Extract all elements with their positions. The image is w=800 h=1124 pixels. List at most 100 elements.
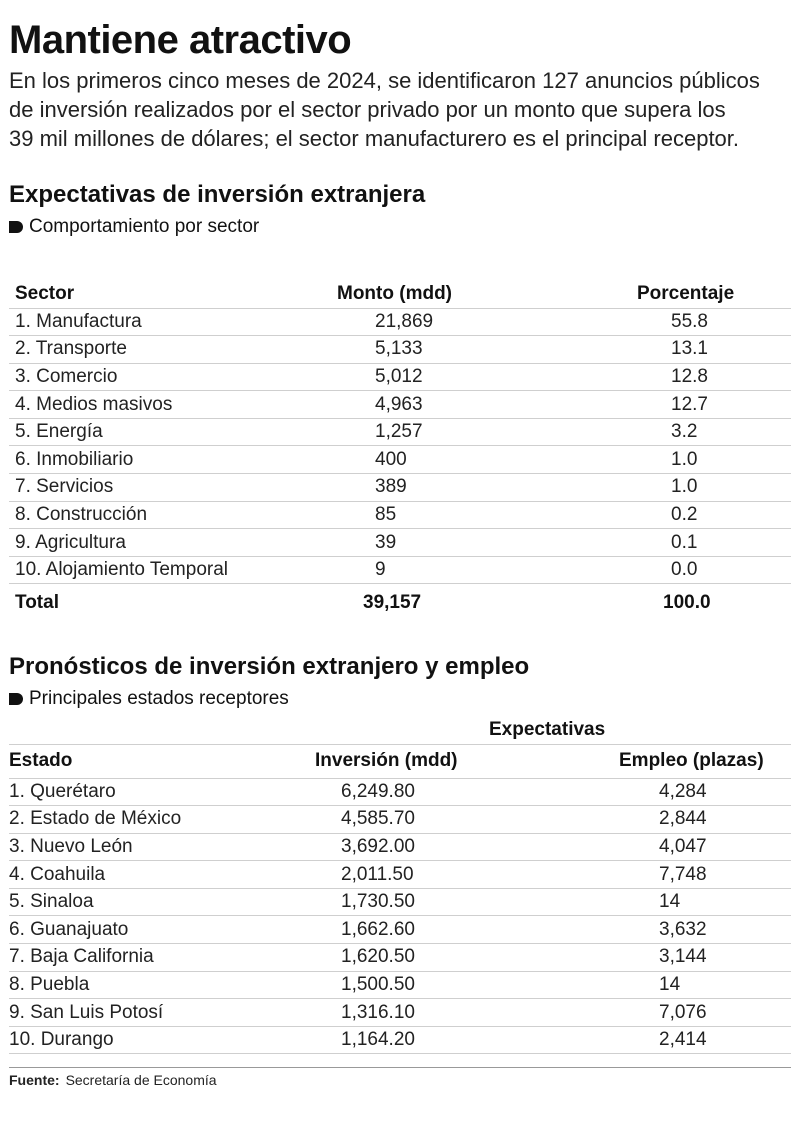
- state-name-cell: 7. Baja California: [9, 943, 259, 972]
- source-text: Secretaría de Economía: [65, 1072, 217, 1088]
- state-name-cell: 9. San Luis Potosí: [9, 998, 259, 1027]
- employment-cell: 2,414: [549, 1026, 791, 1055]
- investment-cell: 3,692.00: [259, 833, 549, 862]
- percent-cell: 1.0: [549, 473, 791, 502]
- group-header: Expectativas: [259, 716, 791, 745]
- employment-cell: 7,748: [549, 860, 791, 889]
- table-row: 9. San Luis Potosí 1,316.10 7,076: [9, 998, 791, 1027]
- column-header: Porcentaje: [549, 280, 791, 309]
- table-row: 8. Construcción 85 0.2: [9, 501, 791, 530]
- table-row: 2. Estado de México 4,585.70 2,844: [9, 805, 791, 834]
- source-note: Fuente: Secretaría de Economía: [9, 1072, 217, 1088]
- sector-name-cell: 6. Inmobiliario: [9, 445, 259, 475]
- bullet-icon: [9, 221, 23, 233]
- percent-cell: 12.7: [549, 390, 791, 419]
- table-group-header-row: Expectativas: [9, 716, 791, 745]
- total-row: Total 39,157 100.0: [9, 584, 791, 622]
- sector-name-cell: 9. Agricultura: [9, 528, 259, 557]
- amount-cell: 21,869: [259, 308, 549, 337]
- table-row: 2. Transporte 5,133 13.1: [9, 335, 791, 364]
- percent-cell: 3.2: [549, 418, 791, 447]
- total-label: Total: [15, 592, 59, 614]
- subtitle-text: Principales estados receptores: [29, 688, 289, 709]
- estados-table: Expectativas Estado Inversión (mdd) Empl…: [9, 716, 791, 1055]
- total-amount: 39,157: [363, 592, 422, 614]
- amount-cell: 389: [259, 473, 549, 502]
- table-row: 7. Servicios 389 1.0: [9, 473, 791, 502]
- sector-name-cell: 5. Energía: [9, 418, 259, 447]
- investment-cell: 1,316.10: [259, 998, 549, 1027]
- sector-name-cell: 4. Medios masivos: [9, 390, 259, 419]
- bullet-icon: [9, 693, 23, 705]
- percent-cell: 13.1: [549, 335, 791, 364]
- investment-cell: 2,011.50: [259, 860, 549, 889]
- section-subtitle-estados: Principales estados receptores: [9, 688, 289, 710]
- employment-cell: 2,844: [549, 805, 791, 834]
- employment-cell: 14: [549, 971, 791, 1000]
- amount-cell: 4,963: [259, 390, 549, 419]
- table-row: 1. Querétaro 6,249.80 4,284: [9, 778, 791, 807]
- column-header: Sector: [9, 280, 259, 309]
- percent-cell: 55.8: [549, 308, 791, 337]
- column-header: Empleo (plazas): [549, 744, 791, 779]
- table-row: 5. Sinaloa 1,730.50 14: [9, 888, 791, 917]
- table-row: 10. Alojamiento Temporal 9 0.0: [9, 556, 791, 585]
- investment-cell: 4,585.70: [259, 805, 549, 834]
- sector-name-cell: 8. Construcción: [9, 501, 259, 530]
- percent-cell: 12.8: [549, 363, 791, 392]
- state-name-cell: 4. Coahuila: [9, 860, 259, 889]
- sector-table-body: 1. Manufactura 21,869 55.8 2. Transporte 5,1…: [9, 308, 791, 622]
- total-percent: 100.0: [663, 592, 711, 614]
- amount-cell: 5,133: [259, 335, 549, 364]
- investment-cell: 1,620.50: [259, 943, 549, 972]
- table-row: 3. Comercio 5,012 12.8: [9, 363, 791, 392]
- state-name-cell: 6. Guanajuato: [9, 915, 259, 945]
- sector-name-cell: 2. Transporte: [9, 335, 259, 364]
- state-name-cell: 5. Sinaloa: [9, 888, 259, 917]
- percent-cell: 1.0: [549, 445, 791, 475]
- amount-cell: 1,257: [259, 418, 549, 447]
- employment-cell: 3,632: [549, 915, 791, 945]
- intro-line: 39 mil millones de dólares; el sector ma…: [9, 126, 740, 151]
- table-header-row: Estado Inversión (mdd) Empleo (plazas): [9, 744, 791, 779]
- table-row: 6. Inmobiliario 400 1.0: [9, 445, 791, 475]
- amount-cell: 5,012: [259, 363, 549, 392]
- section-title-sector: Expectativas de inversión extranjera: [9, 181, 426, 208]
- subtitle-text: Comportamiento por sector: [29, 216, 260, 237]
- state-name-cell: 2. Estado de México: [9, 805, 259, 834]
- table-row: 1. Manufactura 21,869 55.8: [9, 308, 791, 337]
- table-row: 4. Medios masivos 4,963 12.7: [9, 390, 791, 419]
- column-header: Inversión (mdd): [259, 744, 549, 779]
- section-title-estados: Pronósticos de inversión extranjero y em…: [9, 653, 530, 680]
- sector-table: Sector Monto (mdd) Porcentaje 1. Manufac…: [9, 280, 791, 622]
- amount-cell: 39: [259, 528, 549, 557]
- employment-cell: 4,284: [549, 778, 791, 807]
- investment-cell: 6,249.80: [259, 778, 549, 807]
- table-row: 3. Nuevo León 3,692.00 4,047: [9, 833, 791, 862]
- investment-cell: 1,662.60: [259, 915, 549, 945]
- percent-cell: 0.0: [549, 556, 791, 585]
- page-title: Mantiene atractivo: [9, 18, 352, 62]
- divider: [9, 1067, 791, 1068]
- table-row: 7. Baja California 1,620.50 3,144: [9, 943, 791, 972]
- table-row: 10. Durango 1,164.20 2,414: [9, 1026, 791, 1055]
- employment-cell: 4,047: [549, 833, 791, 862]
- table-row: 6. Guanajuato 1,662.60 3,632: [9, 915, 791, 945]
- state-name-cell: 1. Querétaro: [9, 778, 259, 807]
- table-row: 9. Agricultura 39 0.1: [9, 528, 791, 557]
- intro-line: de inversión realizados por el sector pr…: [9, 97, 726, 122]
- intro-line: En los primeros cinco meses de 2024, se …: [9, 68, 760, 93]
- state-name-cell: 3. Nuevo León: [9, 833, 259, 862]
- percent-cell: 0.2: [549, 501, 791, 530]
- table-row: 5. Energía 1,257 3.2: [9, 418, 791, 447]
- intro-text: En los primeros cinco meses de 2024, se …: [9, 66, 799, 153]
- percent-cell: 0.1: [549, 528, 791, 557]
- investment-cell: 1,500.50: [259, 971, 549, 1000]
- employment-cell: 7,076: [549, 998, 791, 1027]
- amount-cell: 85: [259, 501, 549, 530]
- column-header: Estado: [9, 744, 259, 779]
- employment-cell: 14: [549, 888, 791, 917]
- estados-table-body: 1. Querétaro 6,249.80 4,284 2. Estado de Mé…: [9, 778, 791, 1055]
- amount-cell: 400: [259, 445, 549, 475]
- investment-cell: 1,164.20: [259, 1026, 549, 1055]
